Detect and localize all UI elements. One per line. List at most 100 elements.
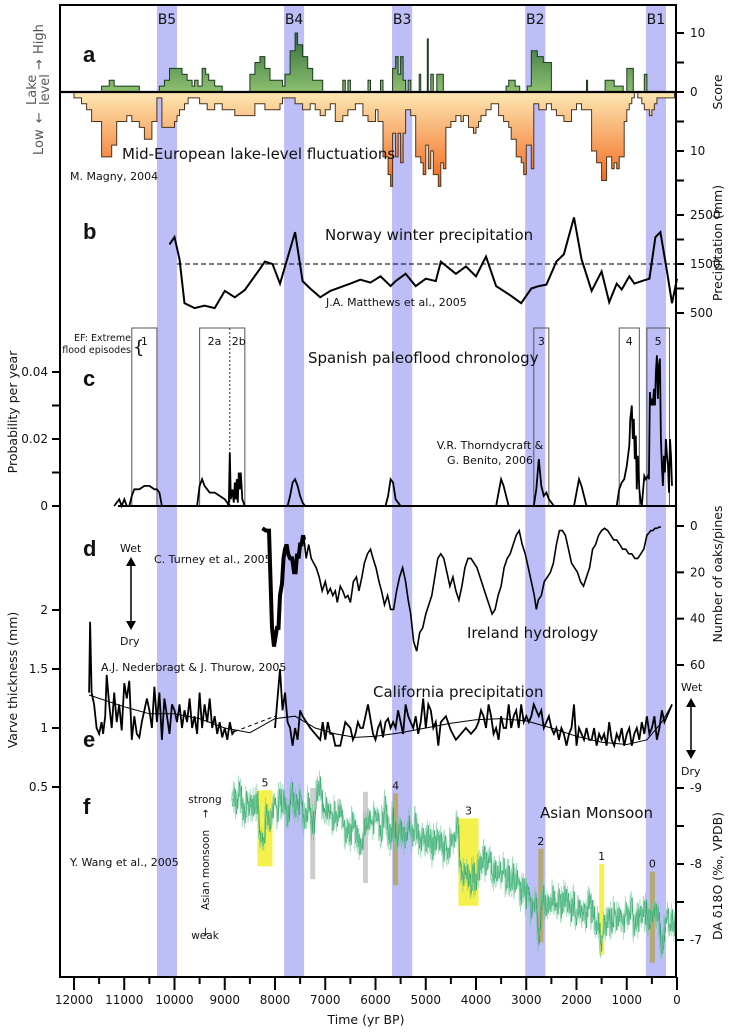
lake-level-down-arrow: ← bbox=[32, 112, 47, 123]
lake-level-high-area bbox=[89, 32, 648, 93]
bond-band-label-b5: B5 bbox=[158, 12, 177, 28]
california-varve-line-late bbox=[274, 668, 673, 749]
panel-c-y-title: Probability per year bbox=[5, 350, 20, 474]
weak-event-label-4: 4 bbox=[392, 779, 399, 792]
arrow-strong-icon: → bbox=[200, 809, 212, 818]
panel-letter-a: a bbox=[83, 42, 96, 67]
panel-b-norway: b Norway winter precipitation J.A. Matth… bbox=[83, 217, 678, 310]
x-tick-label: 10000 bbox=[155, 993, 193, 1007]
lake-level-side-label: Low ← Lake level → High bbox=[25, 24, 53, 155]
arrow-up-icon bbox=[126, 557, 136, 566]
y-tick-label-e: 1 bbox=[40, 721, 48, 735]
x-tick-label: 7000 bbox=[310, 993, 341, 1007]
panel-letter-f: f bbox=[83, 794, 91, 819]
y-tick-label-f: -9 bbox=[690, 781, 702, 795]
wet-label-right: Wet bbox=[681, 681, 703, 694]
panel-f-citation: Y. Wang et al., 2005 bbox=[69, 856, 179, 869]
lake-level-low-area bbox=[73, 91, 675, 187]
panel-a-title: Mid-European lake-level fluctuations bbox=[122, 145, 395, 163]
panel-f-y-title: DA δ18O (‰, VPDB) bbox=[710, 812, 725, 940]
arrow-down-icon bbox=[126, 621, 136, 630]
weak-event-bar-2 bbox=[538, 848, 544, 943]
arrow-weak-icon: ← bbox=[200, 927, 212, 936]
y-tick-label-b: 1500 bbox=[690, 257, 721, 271]
flood-episode-label-3: 3 bbox=[538, 335, 545, 348]
bond-band-b4 bbox=[284, 6, 305, 976]
lake-level-high-label: High bbox=[32, 24, 47, 54]
y-tick-label-d: 20 bbox=[690, 565, 705, 579]
flood-episode-label-2a: 2a bbox=[208, 335, 222, 348]
y-tick-label-f: -7 bbox=[690, 933, 702, 947]
x-axis-title: Time (yr BP) bbox=[327, 1012, 405, 1027]
weak-event-label-2: 2 bbox=[537, 835, 544, 848]
weak-event-label-5: 5 bbox=[261, 776, 268, 789]
weak-event-label-1: 1 bbox=[598, 850, 605, 863]
x-tick-label: 5000 bbox=[410, 993, 441, 1007]
x-axis-ticks: 12000 11000 10000 9000 8000 7000 6000 5000 4000 3… bbox=[55, 977, 681, 1007]
monsoon-weak-label: weak bbox=[191, 930, 219, 942]
y-tick-label-c: 0.04 bbox=[21, 365, 48, 379]
weak-event-label-0: 0 bbox=[649, 858, 656, 871]
arrow-up-icon bbox=[686, 698, 696, 707]
panel-e-citation: A.J. Nederbragt & J. Thurow, 2005 bbox=[101, 661, 286, 674]
bond-band-label-b4: B4 bbox=[285, 12, 304, 28]
y-tick-label-d: 60 bbox=[690, 658, 705, 672]
y-tick-label-a: 10 bbox=[690, 144, 705, 158]
panel-e-title: California precipitation bbox=[373, 683, 544, 701]
panel-d-citation: C. Turney et al., 2005 bbox=[154, 553, 272, 566]
bond-band-b1 bbox=[645, 6, 666, 976]
y-tick-label-b: 2500 bbox=[690, 208, 721, 222]
y-tick-label-d: 0 bbox=[690, 519, 698, 533]
panel-e-california: e California precipitation A.J. Nederbra… bbox=[83, 621, 703, 778]
panel-letter-e: e bbox=[83, 727, 95, 752]
dry-label-left: Dry bbox=[120, 635, 140, 648]
weak-event-bar-gray-2 bbox=[362, 791, 368, 883]
bond-event-labels: B5 B4 B3 B2 B1 bbox=[158, 12, 665, 28]
panel-a-y-title: Score bbox=[710, 74, 725, 109]
monsoon-strong-label: strong bbox=[188, 794, 221, 806]
x-tick-label: 2000 bbox=[561, 993, 592, 1007]
flood-episode-boxes: 1 2a 2b 3 4 5 bbox=[131, 327, 670, 507]
ef-label-line1: EF: Extreme bbox=[74, 333, 131, 344]
axes: 12000 11000 10000 9000 8000 7000 6000 5000 4000 3… bbox=[5, 4, 725, 1027]
panel-a-y-ticks: 10 0 10 bbox=[676, 26, 705, 182]
y-tick-label-d: 40 bbox=[690, 612, 705, 626]
x-tick-label: 8000 bbox=[260, 993, 291, 1007]
panel-c-y-ticks: 0.04 0.02 0 bbox=[21, 365, 60, 513]
california-gap-dashed bbox=[234, 715, 276, 733]
panel-c-citation-line1: V.R. Thorndycraft & bbox=[437, 439, 544, 452]
y-tick-label-e: 1.5 bbox=[29, 662, 48, 676]
bond-band-label-b2: B2 bbox=[526, 12, 545, 28]
panel-c-citation-line2: G. Benito, 2006 bbox=[447, 454, 533, 467]
panel-b-title: Norway winter precipitation bbox=[325, 226, 533, 244]
norway-precipitation-line bbox=[168, 217, 678, 310]
flood-episode-label-4: 4 bbox=[626, 335, 633, 348]
x-tick-label: 0 bbox=[673, 993, 681, 1007]
lake-level-label-line1: Lake bbox=[25, 75, 40, 105]
x-tick-label: 9000 bbox=[209, 993, 240, 1007]
panel-e-y-ticks: 0.5 1 1.5 2 bbox=[29, 603, 60, 794]
panel-a-citation: M. Magny, 2004 bbox=[70, 170, 158, 183]
y-tick-label-e: 0.5 bbox=[29, 780, 48, 794]
x-tick-label: 11000 bbox=[105, 993, 143, 1007]
ef-label-line2: flood episodes bbox=[62, 345, 131, 356]
y-tick-label-f: -8 bbox=[690, 857, 702, 871]
panel-d-title: Ireland hydrology bbox=[467, 624, 598, 642]
panel-letter-c: c bbox=[83, 366, 95, 391]
y-tick-label-c: 0 bbox=[40, 499, 48, 513]
panel-a-lake-level: a Mid-European lake-level fluctuations M… bbox=[25, 24, 676, 187]
x-tick-label: 3000 bbox=[511, 993, 542, 1007]
y-tick-label-b: 500 bbox=[690, 306, 713, 320]
flood-episode-label-1: 1 bbox=[141, 335, 148, 348]
panel-f-y-ticks: -9 -8 -7 bbox=[52, 781, 702, 947]
x-tick-label: 6000 bbox=[360, 993, 391, 1007]
flood-episode-label-5: 5 bbox=[655, 335, 662, 348]
panel-b-citation: J.A. Matthews et al., 2005 bbox=[325, 296, 467, 309]
y-tick-label-c: 0.02 bbox=[21, 432, 48, 446]
panel-letter-b: b bbox=[83, 219, 96, 244]
california-trend-curve bbox=[88, 694, 673, 746]
panel-f-asian-monsoon: 5 4 3 2 1 0 f Asian Monsoon Y. Wang et al., 2… bbox=[69, 770, 678, 963]
monsoon-axis-label: Asian monsoon bbox=[200, 830, 212, 910]
wet-label-left: Wet bbox=[120, 542, 142, 555]
